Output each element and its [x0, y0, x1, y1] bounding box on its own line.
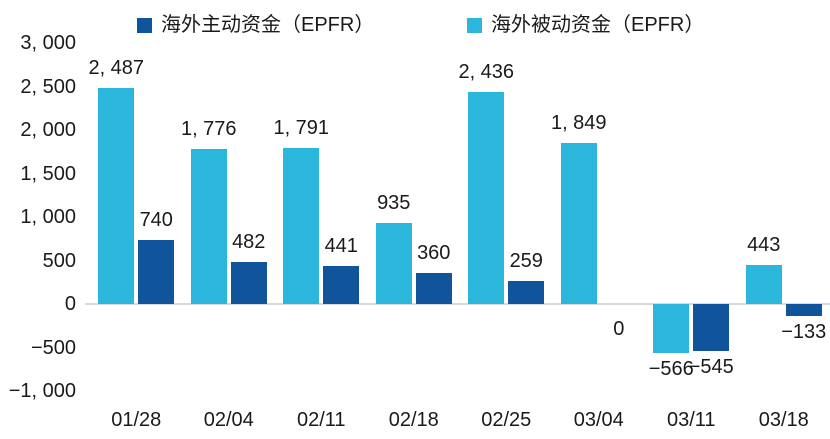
bar-value-label: 0 [613, 318, 625, 340]
bar-value-label: −133 [781, 320, 827, 343]
legend-swatch-passive [467, 17, 482, 33]
bar-passive-03/11 [653, 304, 690, 354]
bar-passive-02/18 [375, 222, 412, 304]
y-axis-tick-label: 500 [42, 249, 76, 272]
y-axis-tick-label: 3, 000 [20, 32, 76, 54]
bar-value-label: 360 [417, 241, 451, 264]
x-axis-tick-label: 02/25 [481, 409, 532, 431]
y-axis-tick-label: 1, 000 [20, 206, 76, 228]
bar-active-02/04 [230, 262, 267, 304]
x-axis-tick-label: 03/04 [573, 409, 624, 431]
x-axis-tick-label: 02/18 [388, 409, 439, 431]
x-axis-tick-label: 03/18 [758, 409, 809, 431]
bar-value-label: 935 [377, 191, 411, 214]
y-axis-tick-label: −500 [30, 336, 76, 359]
bar-active-01/28 [138, 239, 175, 304]
legend-item-passive: 海外被动资金（EPFR） [467, 13, 704, 37]
y-axis-tick-label: 2, 500 [20, 75, 76, 98]
bar-value-label: 482 [232, 231, 266, 254]
bar-active-02/25 [508, 281, 545, 304]
y-axis-tick-label: 0 [64, 293, 76, 315]
y-axis-tick-label: 1, 500 [20, 162, 76, 185]
bar-value-label: 2, 436 [458, 61, 515, 84]
bar-value-label: 1, 791 [273, 117, 330, 140]
bar-passive-02/25 [468, 92, 505, 304]
bar-value-label: 1, 849 [550, 112, 607, 135]
bar-active-02/11 [323, 265, 360, 304]
bar-active-03/11 [693, 304, 730, 352]
legend-label-passive: 海外被动资金（EPFR） [491, 14, 705, 36]
legend-swatch-active [137, 17, 152, 33]
bar-passive-03/18 [745, 265, 782, 304]
bar-active-02/18 [415, 272, 452, 304]
legend-label-active: 海外主动资金（EPFR） [161, 14, 375, 36]
x-axis-tick-label: 03/11 [666, 409, 716, 431]
bar-passive-01/28 [98, 87, 135, 304]
zero-axis-line [85, 303, 830, 305]
y-axis-tick-label: 2, 000 [20, 119, 76, 141]
bar-passive-02/04 [190, 149, 227, 304]
bar-active-03/18 [785, 304, 822, 316]
x-axis-tick-label: 01/28 [111, 409, 162, 431]
legend-item-active: 海外主动资金（EPFR） [137, 13, 374, 37]
bar-value-label: 259 [509, 250, 543, 273]
bar-value-label: 443 [747, 234, 781, 257]
bar-value-label: 2, 487 [88, 56, 145, 79]
bar-value-label: 1, 776 [180, 118, 237, 141]
x-axis-tick-label: 02/04 [203, 409, 254, 431]
y-axis-tick-label: −1, 000 [8, 380, 76, 402]
bar-value-label: −566 [648, 358, 694, 381]
x-axis-tick-label: 02/11 [296, 409, 346, 431]
plot-area: 2, 487 740 1, 776 482 1, 791 441 935 360 2, 436 2… [88, 43, 830, 391]
bar-passive-03/04 [560, 143, 597, 304]
bar-value-label: 441 [324, 234, 358, 257]
bar-value-label: −545 [688, 356, 734, 379]
bar-value-label: 740 [139, 208, 173, 231]
bar-passive-02/11 [283, 148, 320, 304]
